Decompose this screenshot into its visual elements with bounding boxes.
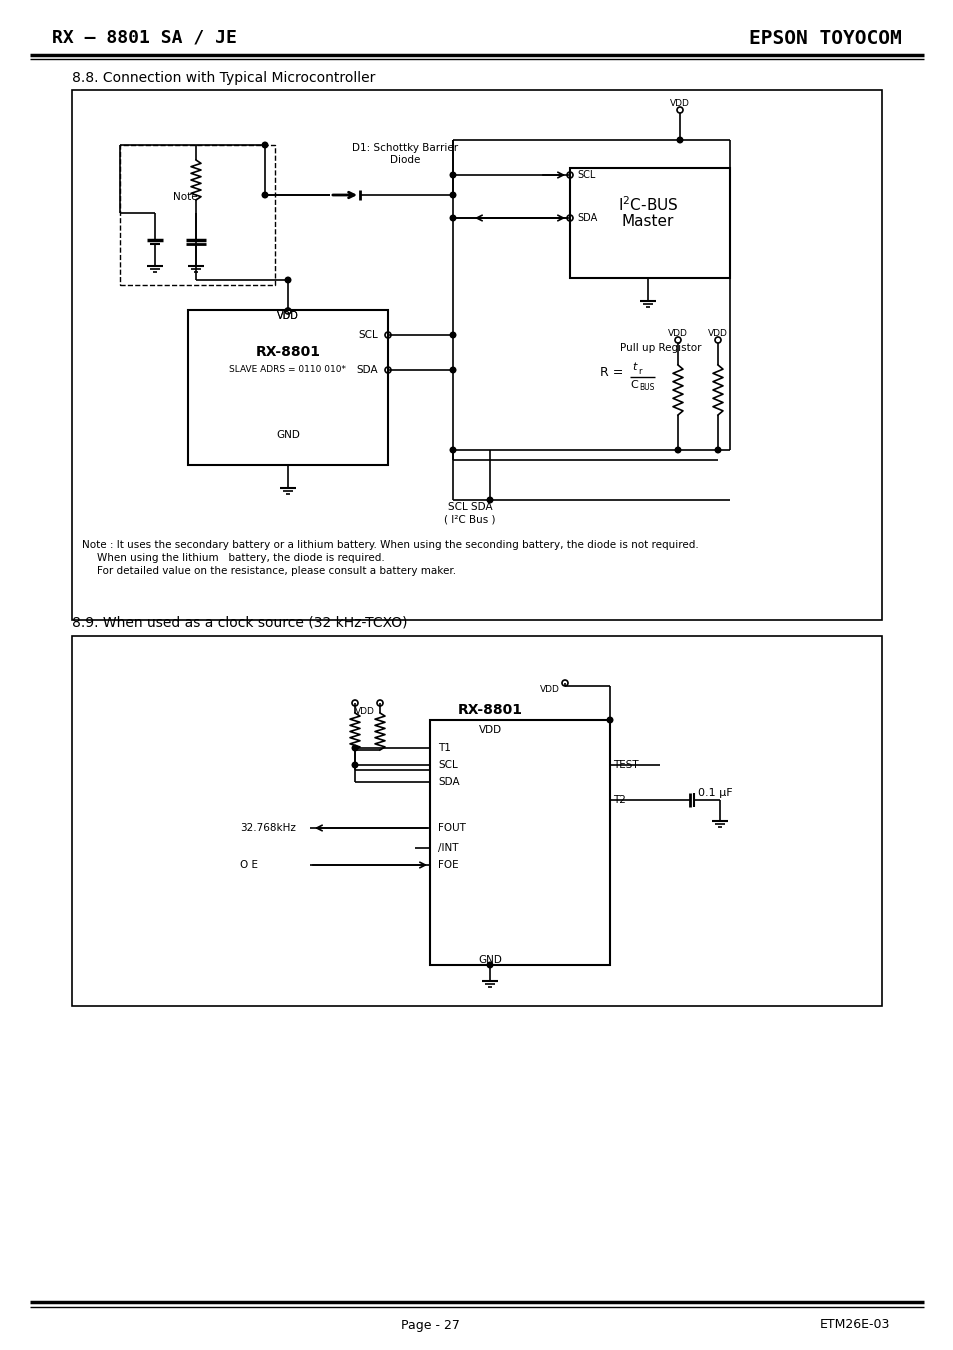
Text: EPSON TOYOCOM: EPSON TOYOCOM [748,28,901,47]
Text: SCL: SCL [358,329,377,340]
Circle shape [674,447,680,454]
Circle shape [606,717,613,724]
Text: C: C [629,379,638,390]
Text: VDD: VDD [669,99,689,108]
Circle shape [449,332,456,339]
Text: SCL SDA: SCL SDA [447,502,492,512]
Text: For detailed value on the resistance, please consult a battery maker.: For detailed value on the resistance, pl… [97,566,456,576]
Circle shape [714,447,720,454]
Text: 8.9. When used as a clock source (32 kHz-TCXO): 8.9. When used as a clock source (32 kHz… [71,616,407,629]
Text: SCL: SCL [577,170,595,180]
Circle shape [449,215,456,221]
Text: r: r [638,367,640,377]
Circle shape [449,192,456,198]
Bar [569,167,729,278]
Bar [71,636,882,1006]
Text: GND: GND [477,954,501,965]
Bar [120,144,274,285]
Text: RX – 8801 SA / JE: RX – 8801 SA / JE [52,28,236,47]
Text: VDD: VDD [276,310,298,321]
Text: Page - 27: Page - 27 [400,1319,459,1331]
Bar [188,310,388,464]
Text: SLAVE ADRS = 0110 010*: SLAVE ADRS = 0110 010* [230,366,346,374]
Text: VDD: VDD [355,707,375,717]
Text: SDA: SDA [437,778,459,787]
Text: $\mathregular{I^2}$C-BUS: $\mathregular{I^2}$C-BUS [618,196,678,215]
Text: Note : It uses the secondary battery or a lithium battery. When using the second: Note : It uses the secondary battery or … [82,540,698,549]
Text: D1: Schottky Barrier: D1: Schottky Barrier [352,143,457,153]
Text: Note: Note [172,192,197,202]
Circle shape [486,961,493,968]
Circle shape [351,761,358,768]
Circle shape [486,497,493,504]
Circle shape [261,192,268,198]
Bar [430,720,609,965]
Text: Master: Master [621,215,674,230]
Text: 32.768kHz: 32.768kHz [240,824,295,833]
Bar [71,90,882,620]
Circle shape [449,366,456,374]
Text: /INT: /INT [437,842,458,853]
Text: VDD: VDD [707,328,727,338]
Text: VDD: VDD [478,725,501,734]
Circle shape [449,447,456,454]
Text: When using the lithium   battery, the diode is required.: When using the lithium battery, the diod… [97,554,384,563]
Circle shape [449,171,456,178]
Text: ETM26E-03: ETM26E-03 [820,1319,889,1331]
Text: GND: GND [275,431,299,440]
Circle shape [351,744,358,752]
Text: ( I²C Bus ): ( I²C Bus ) [444,514,496,525]
Text: VDD: VDD [539,686,559,694]
Text: 0.1 μF: 0.1 μF [698,788,732,798]
Text: SCL: SCL [437,760,457,770]
Text: RX-8801: RX-8801 [255,346,320,359]
Text: T2: T2 [613,795,625,805]
Text: Diode: Diode [390,155,419,165]
Text: FOE: FOE [437,860,458,869]
Text: O E: O E [240,860,257,869]
Circle shape [676,136,682,143]
Text: t: t [631,362,636,373]
Text: BUS: BUS [639,382,654,391]
Text: SDA: SDA [577,213,597,223]
Text: SDA: SDA [356,364,377,375]
Text: T1: T1 [437,743,451,753]
Text: FOUT: FOUT [437,824,465,833]
Circle shape [261,142,268,148]
Text: 8.8. Connection with Typical Microcontroller: 8.8. Connection with Typical Microcontro… [71,72,375,85]
Text: Pull up Registor: Pull up Registor [619,343,700,352]
Text: TEST: TEST [613,760,638,770]
Text: VDD: VDD [667,328,687,338]
Text: VDD: VDD [276,310,298,321]
Text: R =: R = [599,366,627,379]
Text: RX-8801: RX-8801 [457,703,522,717]
Circle shape [284,277,292,284]
